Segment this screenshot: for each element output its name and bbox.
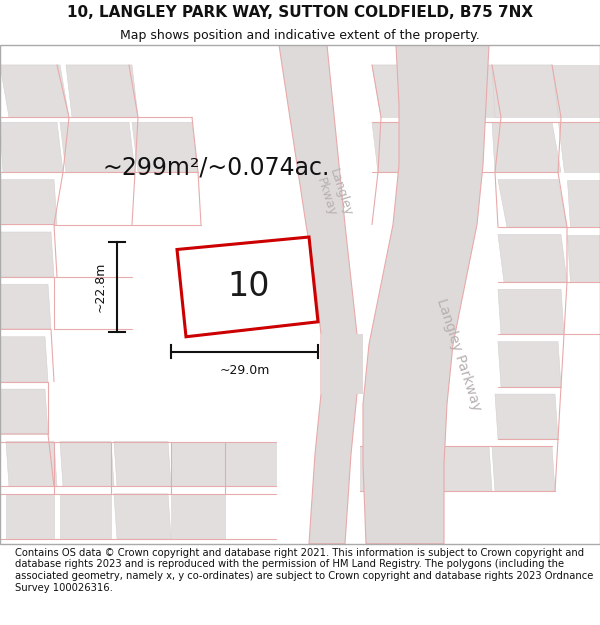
Text: ~22.8m: ~22.8m — [94, 262, 107, 312]
Polygon shape — [498, 289, 564, 334]
Text: ~299m²/~0.074ac.: ~299m²/~0.074ac. — [103, 155, 329, 179]
Polygon shape — [171, 441, 225, 486]
Polygon shape — [432, 446, 492, 491]
Polygon shape — [372, 122, 438, 172]
Polygon shape — [177, 237, 318, 337]
Polygon shape — [60, 122, 135, 172]
Polygon shape — [321, 334, 363, 394]
Polygon shape — [225, 441, 276, 486]
Polygon shape — [0, 179, 57, 224]
Polygon shape — [66, 65, 138, 118]
Polygon shape — [60, 441, 114, 486]
Text: Langley
Pkway: Langley Pkway — [312, 167, 354, 222]
Polygon shape — [6, 494, 54, 539]
Polygon shape — [432, 65, 501, 118]
Polygon shape — [495, 394, 558, 439]
Polygon shape — [492, 446, 555, 491]
Polygon shape — [132, 122, 198, 172]
Polygon shape — [498, 342, 561, 387]
Polygon shape — [363, 45, 489, 544]
Polygon shape — [492, 65, 561, 118]
Polygon shape — [567, 234, 600, 282]
Polygon shape — [60, 494, 111, 539]
Text: Map shows position and indicative extent of the property.: Map shows position and indicative extent… — [120, 29, 480, 42]
Polygon shape — [171, 494, 225, 539]
Polygon shape — [0, 122, 63, 172]
Text: 10, LANGLEY PARK WAY, SUTTON COLDFIELD, B75 7NX: 10, LANGLEY PARK WAY, SUTTON COLDFIELD, … — [67, 5, 533, 20]
Polygon shape — [114, 494, 171, 539]
Polygon shape — [0, 284, 51, 329]
Polygon shape — [0, 232, 54, 277]
Polygon shape — [0, 337, 48, 382]
Polygon shape — [552, 65, 600, 118]
Polygon shape — [360, 446, 429, 491]
Polygon shape — [498, 179, 567, 227]
Polygon shape — [498, 234, 567, 282]
Text: 10: 10 — [228, 271, 270, 303]
Polygon shape — [279, 45, 357, 544]
Text: Contains OS data © Crown copyright and database right 2021. This information is : Contains OS data © Crown copyright and d… — [15, 548, 593, 592]
Polygon shape — [0, 65, 69, 118]
Polygon shape — [558, 122, 600, 172]
Polygon shape — [114, 441, 171, 486]
Text: Langley Parkway: Langley Parkway — [434, 296, 484, 412]
Polygon shape — [567, 179, 600, 227]
Text: ~29.0m: ~29.0m — [220, 364, 269, 377]
Polygon shape — [6, 441, 57, 486]
Polygon shape — [0, 389, 48, 434]
Polygon shape — [492, 122, 561, 172]
Polygon shape — [372, 65, 441, 118]
